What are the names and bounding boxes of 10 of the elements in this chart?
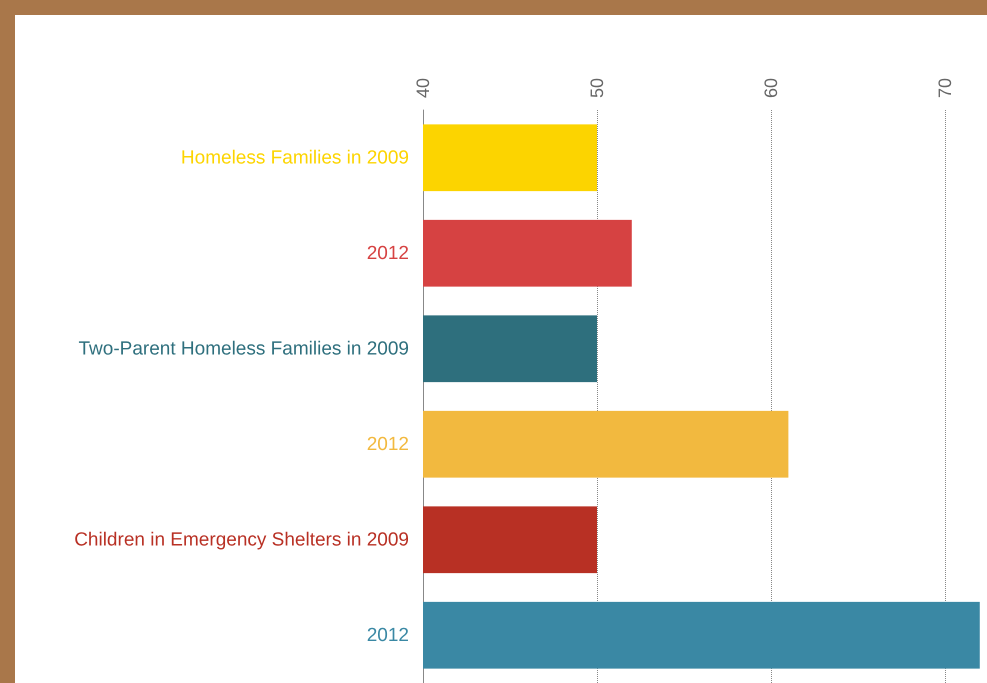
y-tick-label: Two-Parent Homeless Families in 2009 bbox=[78, 338, 409, 360]
y-tick-label: 2012 bbox=[366, 624, 409, 646]
y-tick-label: Children in Emergency Shelters in 2009 bbox=[74, 529, 409, 550]
x-tick-label: 40 bbox=[413, 78, 433, 98]
x-tick-label: 60 bbox=[760, 78, 781, 98]
y-tick-label: Homeless Families in 2009 bbox=[180, 147, 409, 168]
y-tick-label: 2012 bbox=[366, 434, 409, 455]
x-tick-label: 70 bbox=[934, 78, 955, 98]
x-tick-label: 50 bbox=[586, 78, 607, 98]
y-tick-label: 2012 bbox=[366, 242, 409, 264]
